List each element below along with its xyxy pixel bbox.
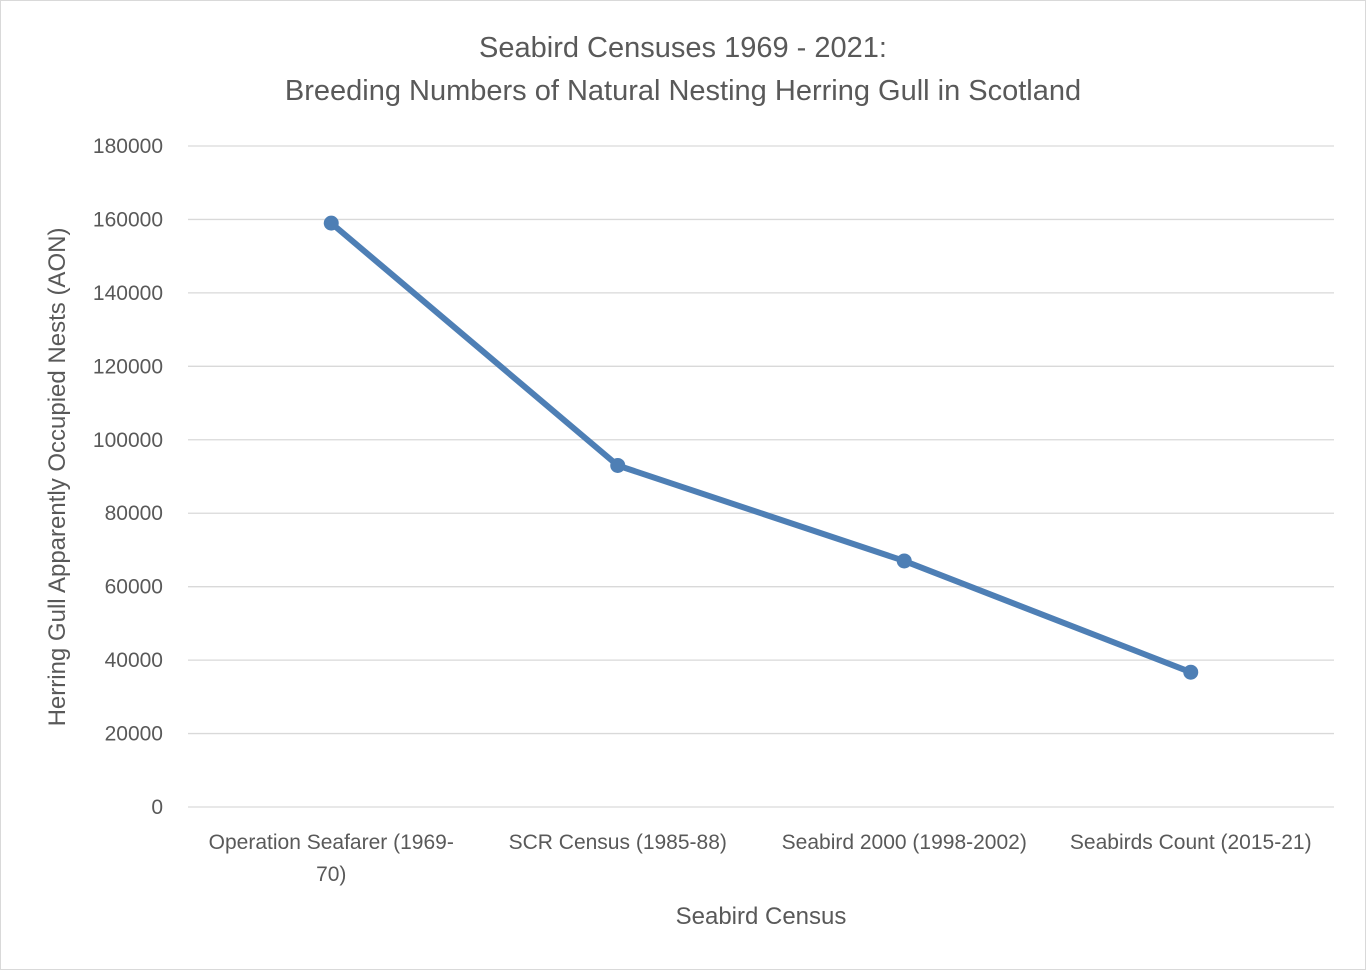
x-tick-label: Operation Seafarer (1969- 70) — [209, 831, 454, 886]
y-tick-label: 80000 — [105, 502, 163, 525]
y-tick-label: 40000 — [105, 649, 163, 672]
x-tick-label-line: Operation Seafarer (1969- — [209, 831, 454, 854]
chart-title: Seabird Censuses 1969 - 2021: Breeding N… — [285, 32, 1081, 107]
x-tick-label: SCR Census (1985-88) — [509, 831, 727, 854]
x-tick-label-line: 70) — [316, 863, 346, 886]
y-tick-label: 160000 — [93, 208, 163, 231]
series-line — [328, 220, 1194, 676]
x-axis-title: Seabird Census — [676, 903, 847, 930]
x-tick-label: Seabirds Count (2015-21) — [1070, 831, 1312, 854]
chart-title-line-1: Seabird Censuses 1969 - 2021: — [479, 32, 887, 64]
data-point[interactable] — [610, 457, 626, 473]
data-point[interactable] — [1183, 664, 1199, 680]
y-tick-label: 120000 — [93, 355, 163, 378]
y-tick-label: 140000 — [93, 282, 163, 305]
y-tick-label: 60000 — [105, 576, 163, 599]
data-point[interactable] — [323, 215, 339, 231]
y-tick-label: 180000 — [93, 135, 163, 158]
series-group — [323, 215, 1199, 680]
data-point[interactable] — [896, 553, 912, 569]
chart-title-line-2: Breeding Numbers of Natural Nesting Herr… — [285, 75, 1081, 107]
y-tick-label: 100000 — [93, 429, 163, 452]
y-tick-label: 0 — [151, 796, 163, 819]
x-tick-label-line: SCR Census (1985-88) — [509, 831, 727, 854]
x-axis-ticks: Operation Seafarer (1969- 70) SCR Census (… — [209, 831, 1312, 886]
y-axis-title: Herring Gull Apparently Occupied Nests (… — [44, 228, 71, 727]
x-tick-label: Seabird 2000 (1998-2002) — [782, 831, 1027, 854]
x-tick-label-line: Seabird 2000 (1998-2002) — [782, 831, 1027, 854]
y-axis-ticks: 0 20000 40000 60000 80000 100000 120000 140000 1… — [93, 135, 163, 819]
y-tick-label: 20000 — [105, 723, 163, 746]
x-tick-label-line: Seabirds Count (2015-21) — [1070, 831, 1312, 854]
